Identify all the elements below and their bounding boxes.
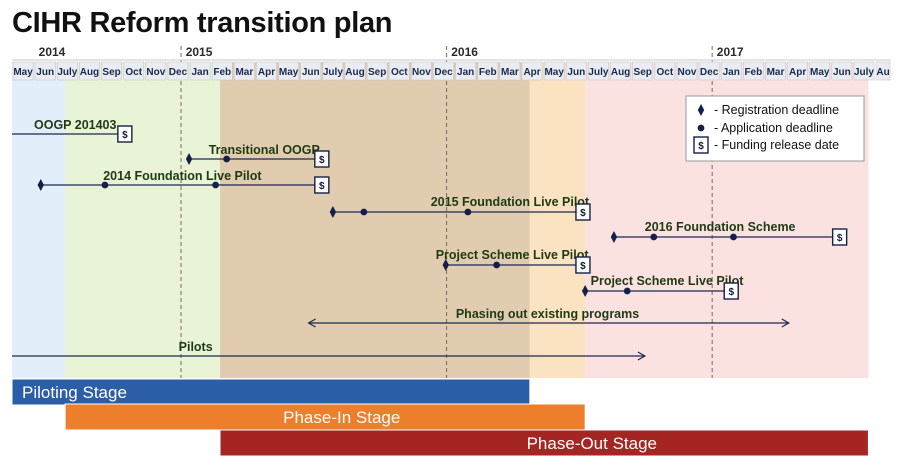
month-label: May: [544, 67, 564, 78]
event-label: Project Scheme Live Pilot: [591, 274, 745, 288]
month-label: Jan: [191, 67, 208, 78]
dollar-sign: $: [580, 208, 586, 219]
background-band: [220, 62, 530, 378]
span-label: Pilots: [179, 340, 213, 354]
funding-marker: $: [315, 151, 329, 167]
month-label: Aug: [611, 67, 630, 78]
funding-marker: $: [315, 177, 329, 193]
timeline-event: Transitional OOGP: [189, 143, 320, 159]
month-label: Mar: [501, 67, 519, 78]
month-label: Nov: [146, 67, 165, 78]
month-label: Jun: [36, 67, 54, 78]
month-label: May: [279, 67, 299, 78]
application-marker: [730, 234, 737, 241]
month-label: Apr: [789, 67, 806, 78]
month-label: Jan: [723, 67, 740, 78]
year-label: 2017: [717, 45, 744, 59]
month-label: Nov: [412, 67, 431, 78]
month-label: Mar: [767, 67, 785, 78]
month-label: Dec: [700, 67, 719, 78]
application-marker: [102, 182, 109, 189]
stage-bar: Piloting Stage: [12, 379, 530, 405]
month-label: Dec: [434, 67, 453, 78]
funding-marker: $: [724, 283, 738, 299]
legend: - Registration deadline - Application dea…: [686, 96, 864, 161]
span-label: Phasing out existing programs: [456, 307, 639, 321]
event-label: Transitional OOGP: [209, 143, 320, 157]
application-marker: [650, 234, 657, 241]
legend-label: - Funding release date: [714, 138, 839, 152]
month-label: Aug: [345, 67, 364, 78]
month-label: May: [810, 67, 830, 78]
month-label: Feb: [479, 67, 497, 78]
event-label: Project Scheme Live Pilot: [436, 248, 590, 262]
dollar-sign: $: [319, 181, 325, 192]
background-band: [65, 62, 220, 378]
application-marker: [223, 156, 230, 163]
year-label: 2014: [39, 45, 66, 59]
application-marker: [464, 209, 471, 216]
background-band: [12, 62, 65, 378]
funding-marker: $: [576, 204, 590, 220]
stage-bar: Phase-Out Stage: [220, 430, 868, 456]
legend-label: - Application deadline: [714, 121, 833, 135]
month-label: Sep: [634, 67, 652, 78]
month-label: Oct: [656, 67, 673, 78]
application-marker: [493, 262, 500, 269]
application-marker: [212, 182, 219, 189]
event-label: 2014 Foundation Live Pilot: [103, 169, 262, 183]
dollar-sign: $: [319, 155, 325, 166]
month-label: Dec: [169, 67, 188, 78]
year-label: 2015: [186, 45, 213, 59]
month-label: Feb: [213, 67, 231, 78]
month-label: Jun: [567, 67, 585, 78]
month-label: Nov: [678, 67, 697, 78]
stage-label: Phase-Out Stage: [527, 434, 657, 453]
stage-bar: Phase-In Stage: [65, 404, 585, 430]
stage-label: Phase-In Stage: [283, 408, 400, 427]
dollar-sign: $: [837, 233, 843, 244]
month-label: July: [854, 67, 874, 78]
month-label: Jun: [833, 67, 851, 78]
event-label: 2016 Foundation Scheme: [645, 220, 796, 234]
year-label-bg: [0, 44, 44, 60]
dollar-sign: $: [698, 141, 704, 152]
month-label: Jan: [457, 67, 474, 78]
funding-marker: $: [118, 126, 132, 142]
month-label: Au: [876, 67, 889, 78]
month-label: Apr: [523, 67, 540, 78]
dollar-sign: $: [728, 287, 734, 298]
month-label: Mar: [235, 67, 253, 78]
month-label: Feb: [744, 67, 762, 78]
month-label: Jun: [302, 67, 320, 78]
month-label: May: [13, 67, 33, 78]
dollar-sign: $: [580, 261, 586, 272]
legend-funding-icon: $: [694, 137, 708, 153]
month-label: July: [57, 67, 77, 78]
event-label: OOGP 201403: [34, 118, 117, 132]
month-label: Oct: [125, 67, 142, 78]
month-label: Sep: [102, 67, 120, 78]
dollar-sign: $: [122, 130, 128, 141]
month-label: July: [323, 67, 343, 78]
legend-label: - Registration deadline: [714, 103, 839, 117]
stage-label: Piloting Stage: [22, 383, 127, 402]
year-label: 2016: [451, 45, 478, 59]
application-marker: [624, 288, 631, 295]
event-label: 2015 Foundation Live Pilot: [431, 195, 590, 209]
application-marker: [360, 209, 367, 216]
funding-marker: $: [576, 257, 590, 273]
month-label: July: [588, 67, 608, 78]
month-label: Aug: [80, 67, 99, 78]
funding-marker: $: [833, 229, 847, 245]
month-label: Oct: [391, 67, 408, 78]
legend-application-icon: [698, 125, 705, 132]
month-label: Sep: [368, 67, 386, 78]
month-label: Apr: [258, 67, 275, 78]
